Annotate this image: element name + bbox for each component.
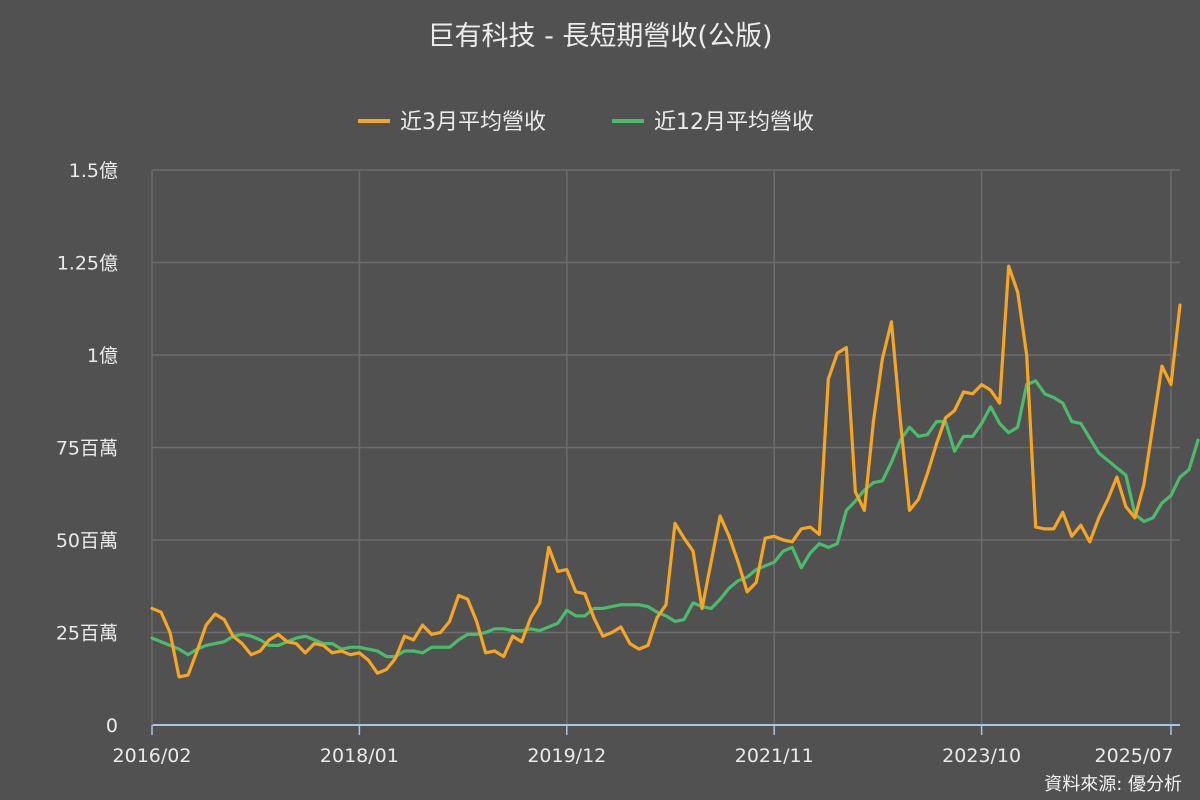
chart-title: 巨有科技 - 長短期營收(公版): [427, 21, 773, 52]
x-tick-label: 2018/01: [320, 745, 399, 767]
legend-item-12m[interactable]: 近12月平均營收: [612, 110, 814, 135]
y-tick-label: 25百萬: [56, 623, 118, 645]
series-line-3m: [150, 264, 1182, 679]
series-line-12m: [150, 379, 1200, 659]
x-tick-label: 2025/07: [1095, 745, 1174, 767]
source-note: 資料來源: 優分析: [1044, 774, 1182, 795]
series-layer: [150, 264, 1200, 679]
y-tick-label: 1.25億: [57, 253, 118, 275]
legend-label: 近12月平均營收: [654, 110, 814, 135]
y-tick-label: 0: [106, 715, 118, 737]
x-tick-label: 2016/02: [113, 745, 192, 767]
y-tick-label: 50百萬: [56, 530, 118, 552]
y-tick-label: 75百萬: [56, 438, 118, 460]
x-tick-label: 2019/12: [527, 745, 606, 767]
y-tick-label: 1.5億: [69, 160, 118, 182]
x-tick-label: 2021/11: [735, 745, 814, 767]
axis-layer: 0 25百萬 50百萬 75百萬 1億 1.25億 1.5億 2016/02 2018/01 20…: [56, 160, 1180, 767]
y-tick-label: 1億: [87, 345, 118, 367]
legend-label: 近3月平均營收: [400, 110, 546, 135]
legend-item-3m[interactable]: 近3月平均營收: [358, 110, 546, 135]
grid-layer: [152, 169, 1180, 725]
legend[interactable]: 近3月平均營收 近12月平均營收: [358, 110, 814, 135]
x-tick-label: 2023/10: [942, 745, 1021, 767]
